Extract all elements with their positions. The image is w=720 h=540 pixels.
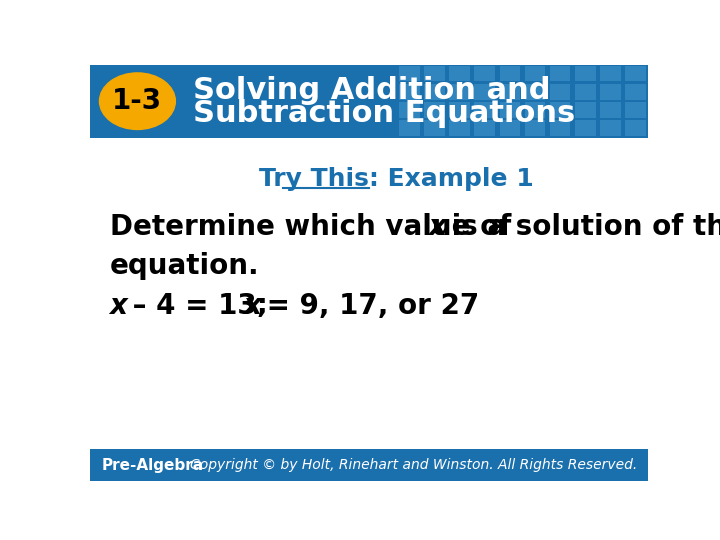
FancyBboxPatch shape: [625, 84, 646, 99]
FancyBboxPatch shape: [424, 120, 445, 136]
FancyBboxPatch shape: [474, 84, 495, 99]
FancyBboxPatch shape: [399, 84, 420, 99]
FancyBboxPatch shape: [474, 66, 495, 82]
FancyBboxPatch shape: [550, 120, 570, 136]
Text: x: x: [109, 292, 127, 320]
Text: Determine which value of: Determine which value of: [109, 213, 521, 241]
Text: is a solution of the: is a solution of the: [442, 213, 720, 241]
FancyBboxPatch shape: [575, 102, 595, 118]
FancyBboxPatch shape: [399, 120, 420, 136]
FancyBboxPatch shape: [600, 102, 621, 118]
FancyBboxPatch shape: [625, 66, 646, 82]
FancyBboxPatch shape: [550, 84, 570, 99]
FancyBboxPatch shape: [625, 102, 646, 118]
FancyBboxPatch shape: [600, 84, 621, 99]
FancyBboxPatch shape: [550, 102, 570, 118]
Text: equation.: equation.: [109, 253, 259, 280]
FancyBboxPatch shape: [550, 66, 570, 82]
FancyBboxPatch shape: [625, 120, 646, 136]
FancyBboxPatch shape: [575, 84, 595, 99]
FancyBboxPatch shape: [449, 102, 470, 118]
FancyBboxPatch shape: [449, 66, 470, 82]
Text: Solving Addition and: Solving Addition and: [193, 76, 551, 105]
FancyBboxPatch shape: [575, 120, 595, 136]
FancyBboxPatch shape: [399, 102, 420, 118]
FancyBboxPatch shape: [525, 102, 545, 118]
Text: Subtraction Equations: Subtraction Equations: [193, 99, 575, 128]
Text: x: x: [428, 213, 446, 241]
FancyBboxPatch shape: [575, 66, 595, 82]
FancyBboxPatch shape: [500, 120, 521, 136]
FancyBboxPatch shape: [399, 66, 420, 82]
FancyBboxPatch shape: [424, 102, 445, 118]
Text: = 9, 17, or 27: = 9, 17, or 27: [257, 292, 480, 320]
Text: : Example 1: : Example 1: [369, 167, 534, 191]
FancyBboxPatch shape: [424, 66, 445, 82]
Text: x: x: [243, 292, 261, 320]
FancyBboxPatch shape: [525, 66, 545, 82]
Text: – 4 = 13;: – 4 = 13;: [123, 292, 278, 320]
FancyBboxPatch shape: [90, 449, 648, 481]
Circle shape: [99, 73, 176, 130]
FancyBboxPatch shape: [525, 120, 545, 136]
FancyBboxPatch shape: [474, 102, 495, 118]
FancyBboxPatch shape: [600, 120, 621, 136]
FancyBboxPatch shape: [424, 84, 445, 99]
Text: Try This: Try This: [259, 167, 369, 191]
FancyBboxPatch shape: [525, 84, 545, 99]
FancyBboxPatch shape: [500, 66, 521, 82]
FancyBboxPatch shape: [474, 120, 495, 136]
Text: Pre-Algebra: Pre-Algebra: [101, 457, 203, 472]
Text: 1-3: 1-3: [112, 87, 163, 115]
FancyBboxPatch shape: [449, 84, 470, 99]
FancyBboxPatch shape: [500, 84, 521, 99]
FancyBboxPatch shape: [500, 102, 521, 118]
FancyBboxPatch shape: [600, 66, 621, 82]
FancyBboxPatch shape: [90, 65, 648, 138]
FancyBboxPatch shape: [449, 120, 470, 136]
Text: Copyright © by Holt, Rinehart and Winston. All Rights Reserved.: Copyright © by Holt, Rinehart and Winsto…: [189, 458, 637, 472]
